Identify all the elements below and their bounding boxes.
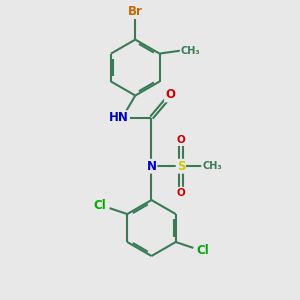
Text: S: S [177, 160, 185, 173]
Text: Br: Br [128, 5, 143, 18]
Text: Cl: Cl [196, 244, 209, 257]
Text: Cl: Cl [94, 199, 106, 212]
Text: O: O [176, 135, 185, 145]
Text: HN: HN [109, 111, 129, 124]
Text: CH₃: CH₃ [202, 161, 222, 171]
Text: O: O [176, 188, 185, 198]
Text: CH₃: CH₃ [181, 46, 200, 56]
Text: N: N [146, 160, 157, 173]
Text: O: O [165, 88, 175, 101]
